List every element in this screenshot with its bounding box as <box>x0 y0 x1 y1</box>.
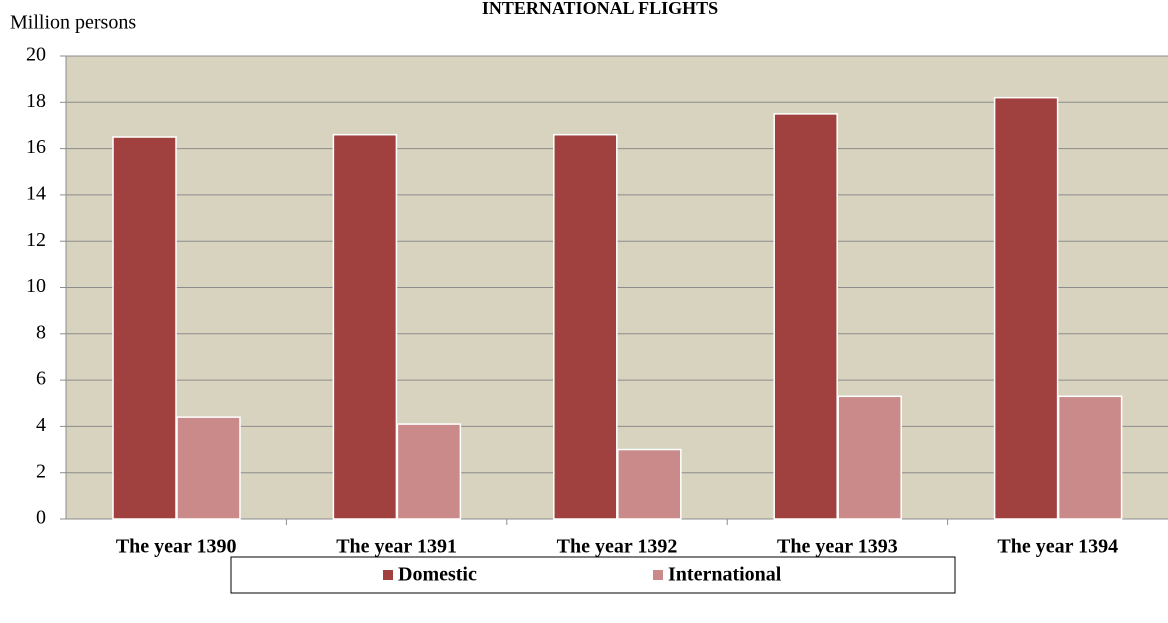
legend-label: International <box>668 564 782 586</box>
x-tick-label: The year 1391 <box>336 536 457 558</box>
legend <box>230 556 956 594</box>
y-tick-label: 6 <box>36 368 46 390</box>
bar <box>617 448 682 520</box>
y-axis-label: Million persons <box>10 12 136 34</box>
y-tick-label: 4 <box>36 414 46 436</box>
bar <box>837 395 902 520</box>
y-tick-label: 16 <box>26 136 46 158</box>
y-tick-label: 12 <box>26 229 46 251</box>
legend-label: Domestic <box>398 564 477 586</box>
bar <box>1057 395 1123 520</box>
bar <box>332 133 398 520</box>
x-tick-label: The year 1392 <box>557 536 678 558</box>
x-tick-label: The year 1394 <box>997 536 1118 558</box>
y-tick-label: 18 <box>26 90 46 112</box>
bar <box>176 416 241 520</box>
y-tick-label: 14 <box>26 182 46 204</box>
legend-swatch <box>653 570 663 580</box>
y-tick-label: 2 <box>36 460 46 482</box>
bar <box>993 96 1059 520</box>
bar <box>553 133 618 520</box>
y-tick-label: 20 <box>26 44 46 66</box>
chart-title: INTERNATIONAL FLIGHTS <box>482 0 718 18</box>
y-tick-label: 10 <box>26 275 46 297</box>
x-tick-label: The year 1393 <box>777 536 898 558</box>
bar <box>773 113 838 520</box>
bar <box>112 136 177 520</box>
y-tick-label: 8 <box>36 321 46 343</box>
x-tick-label: The year 1390 <box>116 536 237 558</box>
y-tick-label: 0 <box>36 507 46 529</box>
bar <box>396 423 462 520</box>
legend-swatch <box>383 570 393 580</box>
